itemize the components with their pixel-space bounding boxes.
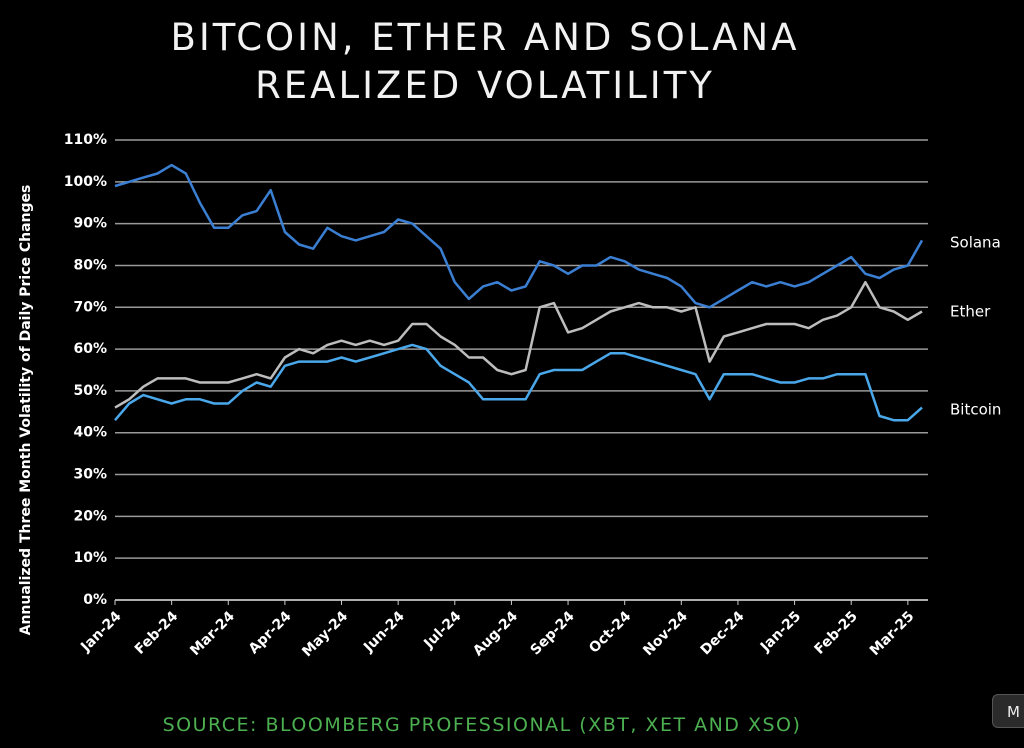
x-tick-label: May-24: [299, 608, 351, 660]
x-tick-label: Mar-25: [867, 608, 918, 659]
y-tick-label: 30%: [73, 467, 107, 483]
x-tick-label: Jun-24: [360, 608, 408, 656]
x-tick-label: Aug-24: [470, 608, 521, 659]
x-tick-label: Jan-24: [77, 608, 124, 655]
y-tick-label: 70%: [73, 299, 107, 315]
y-tick-label: 10%: [73, 550, 107, 566]
series-line: [114, 343, 923, 422]
button[interactable]: M: [992, 694, 1024, 728]
x-tick-label: Mar-24: [187, 608, 238, 659]
x-tick-label: Feb-25: [812, 608, 861, 657]
x-tick-label: Dec-24: [698, 608, 748, 658]
legend-label: Ether: [950, 303, 991, 321]
y-tick-label: 40%: [73, 425, 107, 441]
series-line: [114, 163, 924, 309]
x-tick-label: Sep-24: [528, 608, 578, 658]
y-axis-label: Annualized Three Month Volatility of Dai…: [18, 185, 34, 636]
legend-label: Bitcoin: [950, 401, 1001, 419]
chart-title: BITCOIN, ETHER AND SOLANA REALIZED VOLAT…: [170, 16, 800, 107]
y-tick-label: 90%: [73, 216, 107, 232]
source-note: SOURCE: BLOOMBERG PROFESSIONAL (XBT, XET…: [162, 714, 802, 736]
x-tick-label: Apr-24: [246, 608, 295, 657]
y-tick-label: 80%: [73, 257, 107, 273]
y-tick-label: 110%: [64, 132, 107, 148]
y-tick-label: 60%: [73, 341, 107, 357]
x-tick-label: Nov-24: [640, 608, 691, 659]
y-tick-label: 0%: [83, 592, 107, 608]
y-tick-label: 50%: [73, 383, 107, 399]
y-tick-label: 20%: [73, 508, 107, 524]
x-tick-label: Jan-25: [757, 608, 804, 655]
legend-label: Solana: [950, 234, 1001, 252]
series-line: [114, 280, 923, 409]
y-tick-label: 100%: [64, 174, 107, 190]
x-tick-label: Feb-24: [132, 608, 182, 658]
x-tick-label: Jul-24: [420, 608, 464, 652]
x-tick-label: Oct-24: [586, 608, 634, 656]
